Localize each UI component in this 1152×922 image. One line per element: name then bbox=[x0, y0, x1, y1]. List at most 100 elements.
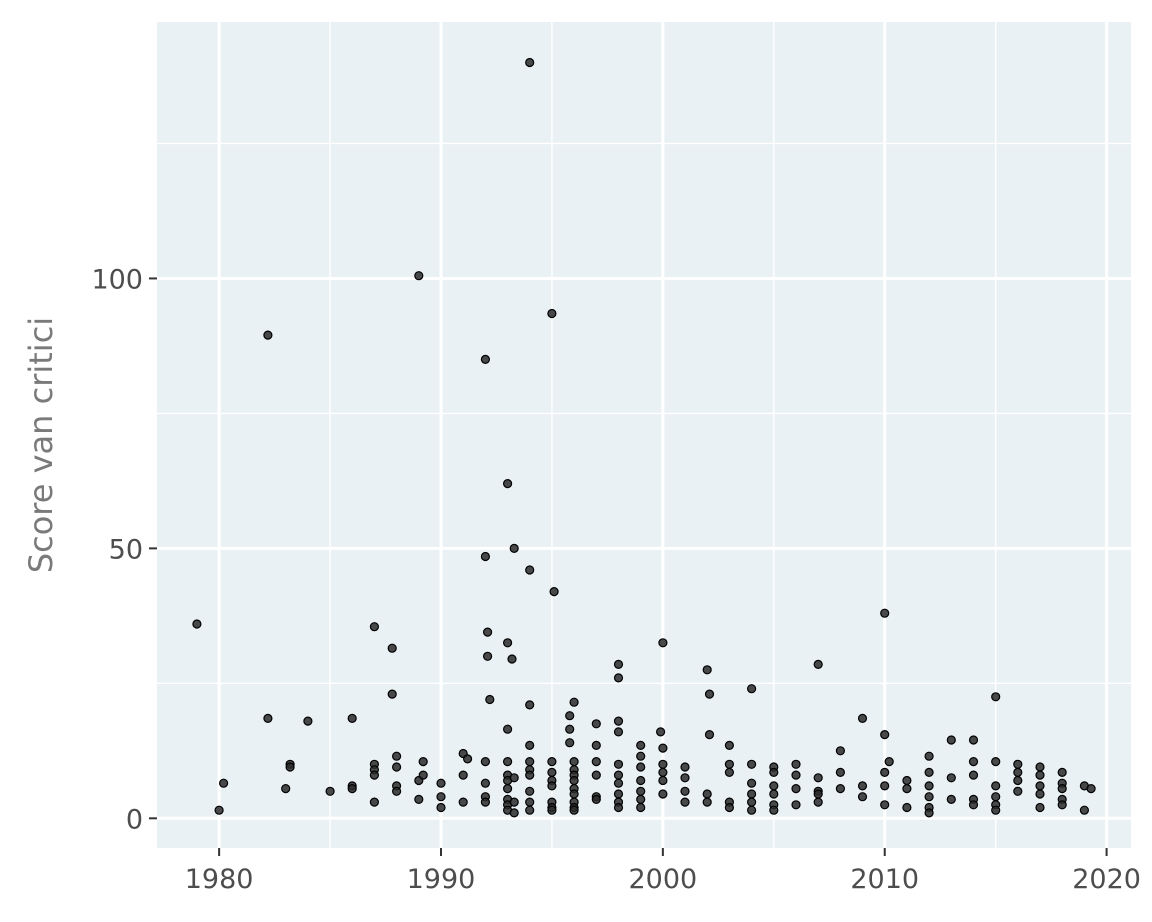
data-point bbox=[503, 783, 513, 794]
data-point bbox=[613, 778, 624, 788]
data-point bbox=[680, 786, 690, 796]
data-point bbox=[569, 697, 579, 707]
data-point bbox=[569, 756, 579, 767]
data-point bbox=[636, 740, 646, 751]
data-point bbox=[1079, 805, 1090, 815]
data-point bbox=[591, 770, 601, 780]
data-point bbox=[503, 479, 513, 489]
x-tick-label: 1990 bbox=[407, 864, 476, 895]
data-point bbox=[547, 756, 557, 767]
data-point bbox=[387, 689, 397, 699]
data-point bbox=[769, 781, 779, 791]
data-point bbox=[503, 638, 513, 648]
plot-panel bbox=[157, 22, 1131, 848]
data-point bbox=[392, 786, 402, 796]
data-point bbox=[658, 759, 668, 769]
data-point bbox=[263, 713, 273, 724]
y-tick-label: 0 bbox=[126, 804, 143, 835]
data-point bbox=[281, 783, 291, 794]
y-tick-label: 50 bbox=[109, 534, 143, 565]
data-point bbox=[724, 740, 735, 751]
data-point bbox=[192, 619, 202, 629]
data-point bbox=[946, 735, 956, 745]
data-point bbox=[680, 762, 690, 772]
data-point bbox=[414, 271, 424, 281]
data-point bbox=[702, 665, 712, 675]
data-point bbox=[591, 756, 601, 767]
data-point bbox=[219, 778, 229, 788]
data-point bbox=[285, 762, 295, 772]
data-point bbox=[303, 716, 313, 726]
data-point bbox=[968, 770, 979, 780]
data-point bbox=[214, 805, 224, 815]
data-point bbox=[902, 783, 912, 794]
data-point bbox=[857, 781, 868, 791]
data-point bbox=[565, 711, 575, 721]
data-point bbox=[613, 727, 624, 737]
data-point bbox=[746, 789, 757, 799]
data-point bbox=[658, 743, 668, 753]
data-point bbox=[387, 643, 397, 653]
data-point bbox=[704, 689, 715, 699]
data-point bbox=[569, 789, 579, 799]
data-point bbox=[902, 775, 912, 786]
data-point bbox=[636, 802, 646, 813]
data-point bbox=[369, 622, 379, 632]
data-point bbox=[436, 778, 446, 788]
data-point bbox=[613, 789, 624, 799]
data-point bbox=[880, 800, 890, 810]
data-point bbox=[746, 778, 757, 788]
x-axis: 1980 1990 2000 2010 2020 bbox=[185, 848, 1141, 895]
data-point bbox=[991, 781, 1001, 791]
data-point bbox=[1057, 767, 1067, 778]
data-point bbox=[569, 775, 579, 786]
data-point bbox=[458, 770, 468, 780]
data-point bbox=[480, 797, 490, 807]
data-point bbox=[880, 608, 890, 618]
data-point bbox=[791, 800, 801, 810]
data-point bbox=[549, 586, 559, 597]
data-point bbox=[835, 783, 846, 794]
data-point bbox=[884, 756, 894, 767]
data-point bbox=[503, 724, 513, 734]
data-point bbox=[724, 802, 735, 813]
data-point bbox=[436, 802, 446, 813]
data-point bbox=[369, 797, 379, 807]
data-point bbox=[1013, 775, 1023, 786]
data-point bbox=[857, 713, 868, 724]
data-point bbox=[325, 786, 335, 796]
data-point bbox=[418, 770, 428, 780]
data-point bbox=[483, 651, 493, 661]
data-point bbox=[392, 762, 402, 772]
data-point bbox=[1057, 783, 1067, 794]
data-point bbox=[680, 797, 690, 807]
data-point bbox=[483, 627, 493, 637]
data-point bbox=[746, 805, 757, 815]
data-point bbox=[835, 767, 846, 778]
data-point bbox=[613, 802, 624, 813]
data-point bbox=[813, 659, 823, 670]
data-point bbox=[968, 800, 979, 810]
data-point bbox=[414, 794, 424, 805]
data-point bbox=[463, 754, 473, 764]
x-tick-label: 2020 bbox=[1072, 864, 1141, 895]
data-point bbox=[680, 773, 690, 783]
data-point bbox=[591, 719, 601, 729]
data-point bbox=[525, 565, 535, 575]
data-point bbox=[369, 770, 379, 780]
data-point bbox=[547, 781, 557, 791]
data-point bbox=[392, 751, 402, 761]
data-point bbox=[769, 789, 779, 799]
data-point bbox=[613, 673, 624, 683]
x-tick-label: 2010 bbox=[850, 864, 919, 895]
data-point bbox=[880, 781, 890, 791]
data-point bbox=[507, 654, 517, 664]
data-point bbox=[658, 775, 668, 786]
data-point bbox=[480, 354, 490, 364]
data-point bbox=[769, 767, 779, 778]
data-point bbox=[968, 756, 979, 767]
data-point bbox=[525, 797, 535, 807]
data-point bbox=[1035, 762, 1045, 772]
data-point bbox=[857, 792, 868, 802]
data-point bbox=[636, 786, 646, 796]
